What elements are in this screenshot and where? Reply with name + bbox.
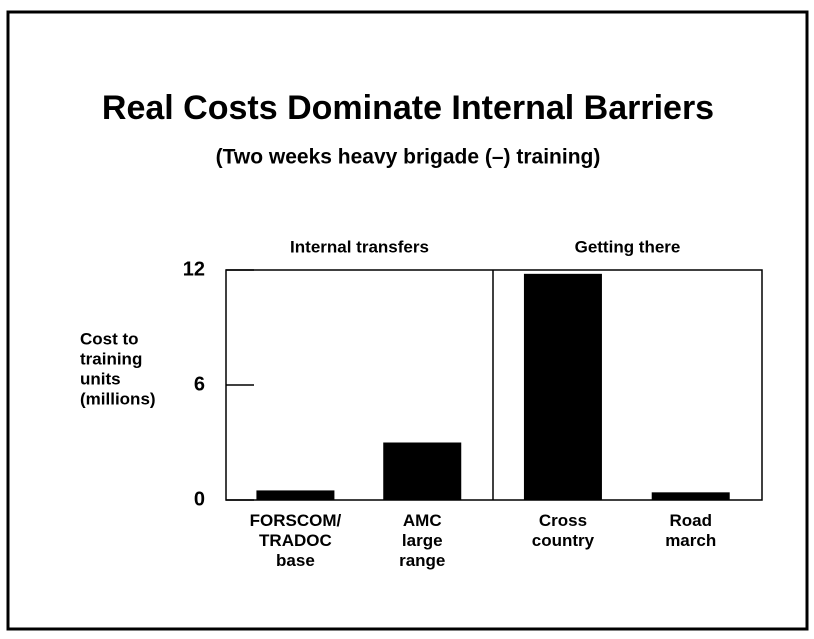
plot-frame — [225, 269, 763, 501]
y-tick-label: 12 — [183, 258, 205, 280]
y-tick-label: 0 — [194, 488, 205, 510]
bar — [383, 442, 462, 500]
x-tick-label: Road march — [665, 511, 716, 550]
slide-frame — [6, 10, 809, 631]
y-axis-label: training — [80, 349, 142, 368]
bar — [651, 492, 730, 500]
group-label: Getting there — [575, 237, 681, 256]
x-tick-label: FORSCOM/TRADOC base — [250, 511, 342, 570]
bar — [523, 273, 602, 500]
y-tick-label: 6 — [194, 373, 205, 395]
group-label: Internal transfers — [290, 237, 429, 256]
x-tick-label: Cross country — [532, 511, 595, 550]
chart-title: Real Costs Dominate Internal Barriers — [102, 89, 714, 127]
y-axis-label: units — [80, 369, 121, 388]
bar — [256, 490, 335, 500]
chart-subtitle: (Two weeks heavy brigade (–) training) — [216, 146, 601, 169]
y-axis-label: Cost to — [80, 329, 139, 348]
x-tick-label: AMC large range — [399, 511, 445, 570]
y-axis-label: (millions) — [80, 389, 156, 408]
